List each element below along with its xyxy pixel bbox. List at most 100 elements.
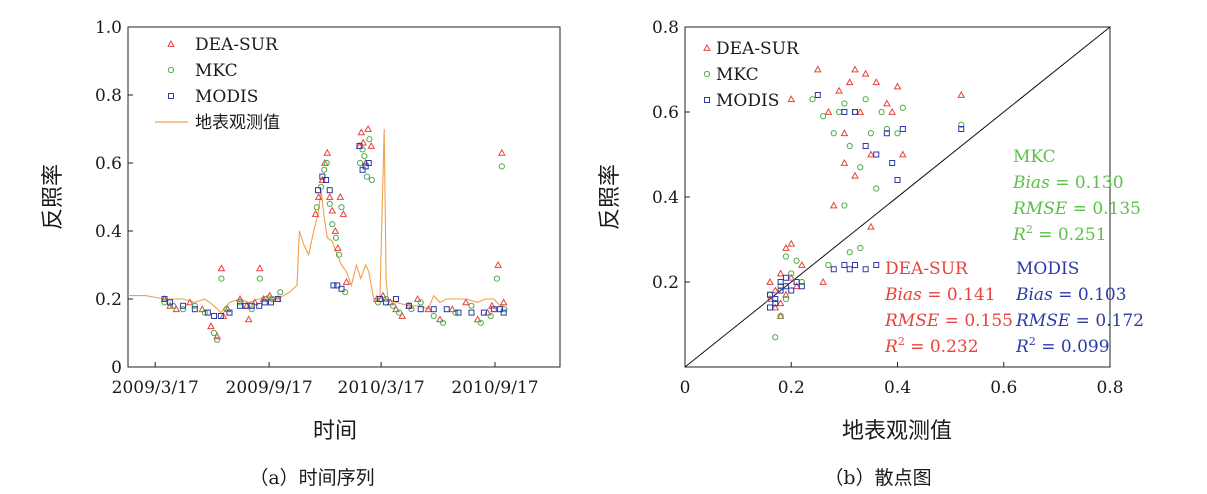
legend-modis-swatch (704, 97, 710, 103)
dea-sur-point (359, 138, 368, 146)
mkc-point (236, 299, 244, 306)
x-tick-label: 0 (680, 378, 691, 398)
legend-modis-label: MODIS (195, 87, 258, 107)
dea-sur-point (488, 301, 496, 309)
modis-point (814, 92, 821, 98)
mkc-point (867, 130, 875, 137)
panel-a-legend: DEA-SUR MKC MODIS 地表观测值 (155, 35, 280, 133)
panel-b-caption: （b）散点图 (824, 467, 931, 489)
mkc-point (359, 146, 366, 153)
mkc-point (777, 312, 784, 320)
y-tick-label: 0.6 (652, 103, 679, 123)
modis-point (793, 279, 800, 285)
modis-point (334, 282, 341, 289)
x-tick-label: 0.4 (884, 378, 911, 398)
modis-point (496, 306, 503, 313)
modis-point (899, 126, 906, 132)
stats-mkc: MKC Bias = 0.130 RMSE = 0.135 R2 = 0.251 (1012, 147, 1141, 245)
modis-point (330, 282, 337, 289)
dea-sur-point (325, 192, 334, 200)
mkc-point (468, 302, 475, 309)
x-tick-label: 2010/3/17 (338, 378, 425, 398)
y-tick-label: 0.4 (652, 188, 679, 208)
mkc-point (338, 204, 345, 211)
mkc-point (329, 221, 336, 228)
mkc-point (477, 319, 484, 326)
dea-sur-point (328, 206, 337, 214)
panel-b-stats: MKC Bias = 0.130 RMSE = 0.135 R2 = 0.251 DEA… (884, 147, 1144, 357)
modis-point (204, 309, 211, 316)
dea-sur-point (166, 301, 174, 309)
stat-line: MKC (1013, 147, 1056, 167)
mkc-point (878, 108, 885, 116)
modis-point (315, 187, 322, 194)
dea-sur-point (379, 291, 387, 299)
legend-mkc-swatch (703, 70, 711, 78)
x-tick-label: 2009/3/17 (112, 378, 199, 398)
legend-dea-sur-swatch (167, 39, 175, 47)
legend-mkc-label: MKC (716, 65, 759, 85)
modis-point (405, 302, 412, 309)
dea-sur-point (413, 294, 422, 302)
dea-sur-point (207, 322, 215, 330)
x-tick-label: 0.8 (1096, 378, 1123, 398)
mkc-point (809, 96, 816, 103)
y-tick-label: 0.8 (95, 86, 122, 106)
modis-point (777, 287, 784, 294)
dea-sur-point (357, 128, 366, 136)
dea-sur-point (898, 150, 907, 158)
dea-sur-point (840, 129, 849, 137)
mkc-point (873, 185, 880, 192)
x-tick-label: 2009/9/17 (226, 378, 313, 398)
stat-line: Bias = 0.103 (1015, 285, 1127, 305)
dea-sur-point (787, 239, 796, 247)
mkc-point (321, 166, 328, 173)
modis-point (191, 306, 198, 313)
dea-sur-point (872, 78, 881, 86)
modis-point (443, 306, 450, 313)
dea-sur-point (861, 69, 870, 77)
modis-point (319, 173, 326, 180)
modis-point (883, 130, 890, 137)
mkc-point (487, 312, 494, 320)
mkc-point (323, 159, 330, 167)
mkc-point (857, 244, 864, 252)
y-tick-label: 0 (111, 358, 122, 378)
modis-point (237, 302, 244, 309)
mkc-point (825, 261, 832, 269)
panel-a-ground-line (128, 128, 504, 314)
dea-sur-point (236, 294, 244, 302)
dea-sur-point (186, 298, 194, 306)
mkc-point (361, 153, 368, 160)
dea-sur-point (339, 209, 348, 217)
dea-sur-point (499, 298, 508, 306)
dea-sur-point (372, 294, 381, 302)
mkc-point (218, 275, 225, 282)
legend-modis-label: MODIS (716, 91, 779, 111)
modis-point (356, 143, 363, 149)
dea-sur-point (851, 65, 859, 73)
modis-point (161, 296, 168, 302)
modis-point (338, 285, 345, 292)
modis-point (248, 302, 255, 309)
dea-sur-point (787, 95, 796, 103)
y-tick-label: 0.6 (95, 154, 122, 174)
mkc-point (335, 251, 343, 258)
stat-line: Bias = 0.130 (1012, 173, 1124, 193)
mkc-point (382, 295, 390, 303)
mkc-point (368, 176, 375, 184)
panel-b-y-ticks: 0.2 0.4 0.6 0.8 (652, 18, 690, 293)
stat-line: RMSE = 0.155 (884, 311, 1013, 331)
mkc-point (851, 108, 859, 116)
modis-point (326, 187, 333, 194)
modis-point (267, 299, 274, 306)
panel-b-markers (766, 65, 966, 341)
mkc-point (862, 96, 869, 103)
modis-point (852, 109, 858, 115)
x-tick-label: 2010/9/17 (451, 378, 538, 398)
dea-sur-point (392, 305, 400, 313)
modis-point (365, 160, 372, 166)
dea-sur-point (323, 148, 332, 156)
mkc-point (493, 275, 500, 282)
mkc-point (958, 121, 965, 128)
